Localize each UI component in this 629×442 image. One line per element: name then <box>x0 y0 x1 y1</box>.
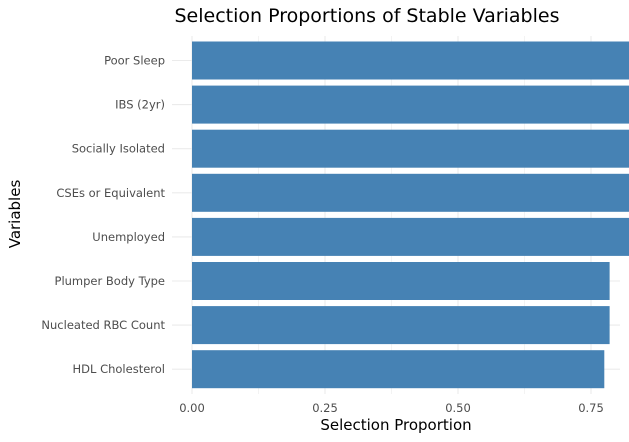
x-tick-label: 0.75 <box>578 401 604 415</box>
y-axis-title: Variables <box>6 180 24 249</box>
y-tick-label: IBS (2yr) <box>115 98 165 112</box>
y-tick-label: Unemployed <box>92 230 165 244</box>
y-tick-label: Socially Isolated <box>72 142 165 156</box>
y-tick-labels: Poor Sleep IBS (2yr) Socially Isolated CSEs… <box>41 54 165 377</box>
bar <box>192 173 629 212</box>
bar <box>192 262 610 300</box>
x-tick-label: 0.25 <box>312 401 338 415</box>
x-axis-title: Selection Proportion <box>320 416 471 434</box>
y-tick-label: Poor Sleep <box>104 54 165 68</box>
x-tick-label: 0.00 <box>179 401 205 415</box>
bar <box>192 350 605 389</box>
y-tick-label: Plumper Body Type <box>55 274 165 288</box>
bar <box>192 129 629 168</box>
bars <box>192 41 629 389</box>
bar <box>192 41 629 80</box>
y-tick-label: CSEs or Equivalent <box>56 186 165 200</box>
bar <box>192 306 610 345</box>
x-tick-label: 0.50 <box>445 401 471 415</box>
chart-title: Selection Proportions of Stable Variable… <box>175 5 560 27</box>
y-tick-label: HDL Cholesterol <box>73 362 165 376</box>
x-tick-labels: 0.00 0.25 0.50 0.75 <box>179 401 604 415</box>
bar <box>192 85 629 124</box>
y-tick-label: Nucleated RBC Count <box>41 318 165 332</box>
bar <box>192 217 629 256</box>
